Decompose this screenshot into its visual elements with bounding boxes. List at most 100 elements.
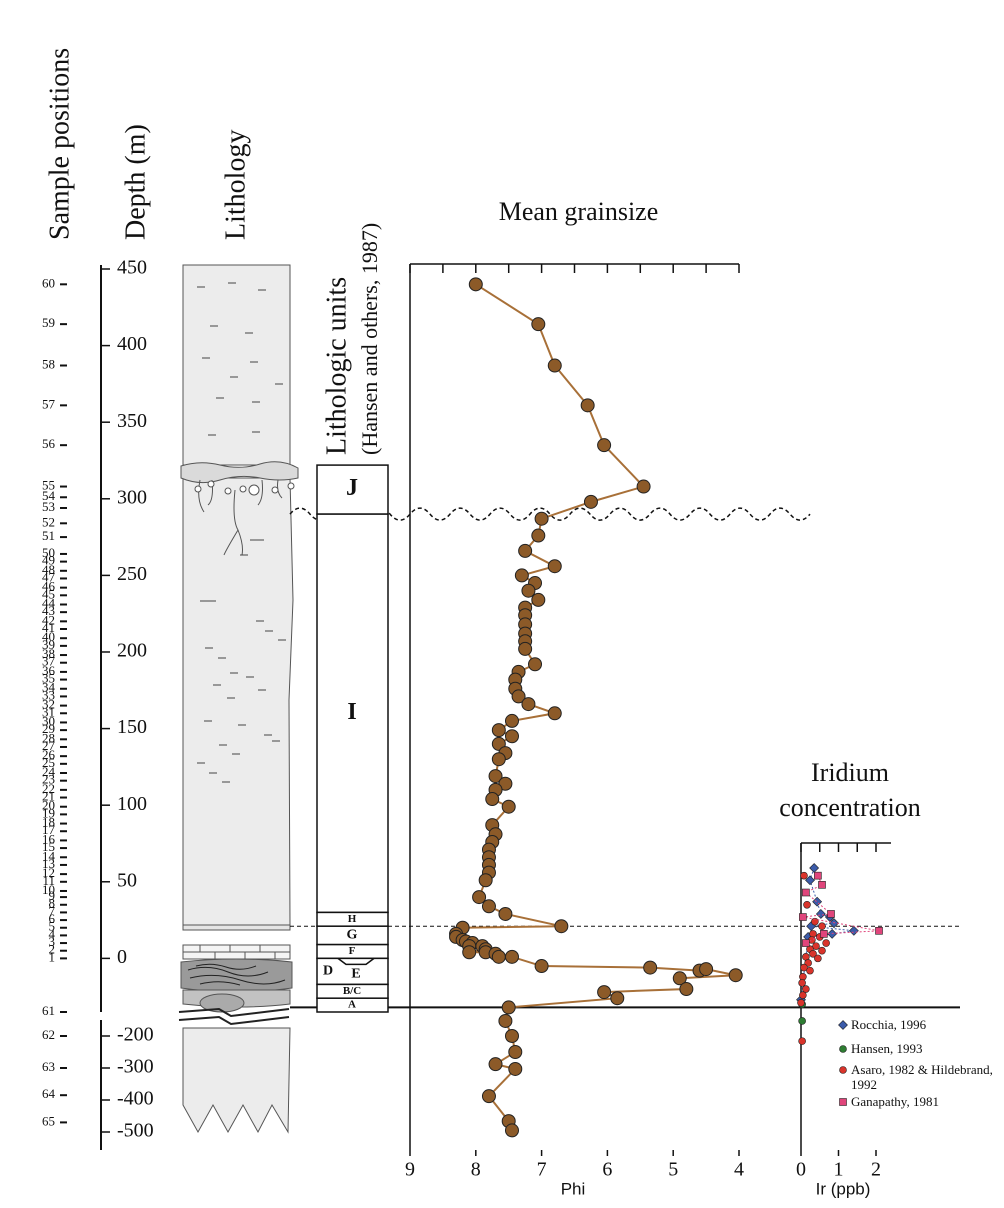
sample-label: 7 [49,903,56,918]
point [815,909,826,919]
sample-label: 13 [42,856,55,871]
legend-label: Rocchia, 1996 [851,1017,927,1032]
sample-label: 1 [49,949,56,964]
point [802,939,810,947]
point [534,959,549,974]
series-line [455,283,736,1131]
point [805,875,815,886]
sample-label: 33 [42,687,55,702]
y-tick-label: -500 [117,1120,154,1142]
sample-label: 41 [42,620,55,635]
point [802,985,810,993]
sample-label: 58 [42,356,55,371]
sample-label: 45 [42,586,55,601]
legend-marker [839,1066,847,1074]
sample-label: 48 [42,562,55,577]
x-tick-label: 2 [871,1159,881,1181]
y-tick-label: 200 [117,640,147,662]
sample-label: 54 [42,488,56,503]
point [799,991,807,999]
unit-label: I [347,699,356,725]
point [491,949,506,964]
point [508,1061,523,1076]
point [679,982,694,997]
unit-label: A [348,999,356,1011]
column-title: Sample positions [44,48,75,240]
chart-title: Iridium [811,758,889,787]
sample-label: 61 [42,1003,55,1018]
unit-label: H [348,913,357,925]
sample-label: 12 [42,865,55,880]
y-tick-label: -200 [117,1024,154,1046]
column-title: Depth (m) [120,124,151,240]
point [672,971,687,986]
point [462,945,477,960]
unit-box [316,513,389,914]
sample-label: 50 [42,545,55,560]
point [798,1017,806,1025]
point [643,960,658,975]
y-tick-label: -300 [117,1056,154,1078]
y-tick-label: -400 [117,1088,154,1110]
point [798,979,806,987]
sample-label: 35 [42,671,55,686]
point [501,799,516,814]
point [528,657,543,672]
sample-label: 60 [42,275,55,290]
unit-label: J [346,475,358,501]
point [848,925,859,936]
x-tick-label: 6 [602,1159,612,1181]
point [472,890,487,905]
sample-label: 56 [42,436,56,451]
point [583,494,598,509]
sample-label: 55 [42,478,55,493]
legend-label: Ganapathy, 1981 [851,1094,939,1109]
point [597,438,612,453]
point [531,592,546,607]
sample-label: 3 [49,934,56,949]
chart-title: concentration [779,793,921,822]
y-tick-label: 250 [117,563,147,585]
point [518,641,533,656]
point [504,949,519,964]
sample-label: 39 [42,637,55,652]
point [811,917,819,926]
lithology-column [178,264,299,1134]
sample-label: 31 [42,704,55,719]
x-tick-label: 1 [834,1159,844,1181]
point [809,930,817,938]
sample-label: 52 [42,514,55,529]
sample-label: 11 [42,873,55,888]
point [802,888,810,897]
unit-label: G [347,928,358,943]
sample-label: 15 [42,839,55,854]
point [812,896,823,907]
x-tick-label: 0 [796,1159,806,1181]
column-title: Lithologic units [321,277,352,455]
unit-label: F [349,945,356,957]
point [531,528,546,543]
y-tick-label: 300 [117,486,147,508]
y-tick-label: 50 [117,869,137,891]
point [498,906,513,921]
point [812,942,820,950]
sample-label: 6 [49,911,56,926]
sample-label: 24 [42,764,56,779]
point [797,999,805,1007]
legend-label: Asaro, 1982 & Hildebrand, 1992 [851,1062,993,1092]
point [504,1123,519,1138]
point [798,1037,806,1045]
point [488,1057,503,1072]
y-tick-label: 350 [117,410,147,432]
legend-marker [838,1020,848,1030]
point [491,723,506,738]
point [498,1013,513,1028]
sample-label: 65 [42,1113,55,1128]
chart-title: Mean grainsize [499,197,659,226]
sample-label: 26 [42,747,56,762]
point [814,871,822,880]
sample-label: 14 [42,848,56,863]
sample-label: 4 [49,926,56,941]
point [481,899,496,914]
